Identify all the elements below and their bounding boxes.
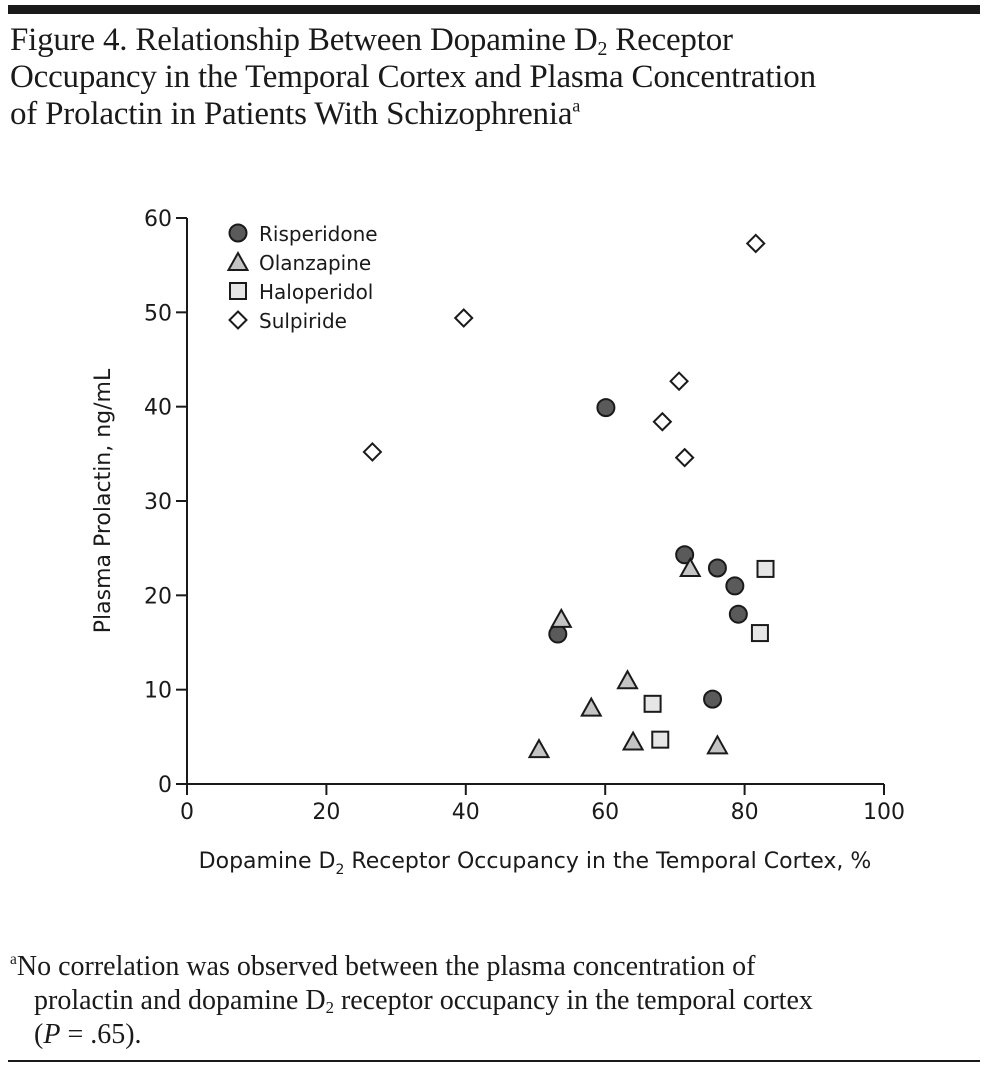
data-point-olanzapine bbox=[706, 734, 729, 755]
x-tick-label: 40 bbox=[452, 800, 480, 825]
x-tick-label: 80 bbox=[731, 800, 759, 825]
title-text: Figure 4. Relationship Between Dopamine … bbox=[10, 22, 598, 58]
bottom-rule bbox=[8, 1060, 980, 1062]
legend-label: Risperidone bbox=[259, 222, 378, 246]
data-point-sulpiride bbox=[652, 411, 673, 432]
data-point-risperidone bbox=[725, 576, 745, 596]
title-subscript: 2 bbox=[597, 37, 608, 60]
footnote-line-3: (P = .65). bbox=[10, 1018, 980, 1052]
x-tick-label: 20 bbox=[312, 800, 340, 825]
data-point-risperidone bbox=[703, 689, 723, 709]
footnote-line-2: prolactin and dopamine D2 receptor occup… bbox=[10, 984, 980, 1018]
data-point-olanzapine bbox=[616, 669, 639, 690]
y-tick-label: 20 bbox=[144, 584, 172, 609]
y-ticks: 0 10 20 30 40 50 60 bbox=[144, 207, 187, 798]
footnote-text: prolactin and dopamine D bbox=[34, 985, 326, 1016]
y-tick-label: 50 bbox=[144, 301, 172, 326]
data-point-haloperidol bbox=[651, 730, 670, 749]
data-point-olanzapine bbox=[550, 607, 573, 628]
footnote-subscript: 2 bbox=[325, 998, 334, 1018]
data-point-olanzapine bbox=[621, 730, 645, 751]
figure-title: Figure 4. Relationship Between Dopamine … bbox=[10, 22, 980, 133]
x-ticks: 0 20 40 60 80 100 bbox=[180, 784, 905, 825]
data-point-sulpiride bbox=[669, 371, 689, 392]
legend-label: Olanzapine bbox=[259, 251, 371, 275]
data-point-olanzapine bbox=[679, 556, 702, 577]
footnote-line-1: aNo correlation was observed between the… bbox=[10, 950, 980, 984]
data-point-risperidone bbox=[728, 604, 748, 624]
x-tick-label: 60 bbox=[591, 800, 619, 825]
y-axis-label: Plasma Prolactin, ng/mL bbox=[91, 368, 116, 633]
data-points bbox=[362, 233, 775, 759]
data-point-haloperidol bbox=[756, 559, 775, 578]
x-axis-label: Dopamine D2 Receptor Occupancy in the Te… bbox=[199, 849, 872, 878]
title-text: Receptor bbox=[607, 22, 733, 58]
legend-triangle-icon bbox=[226, 250, 250, 271]
title-line-2: Occupancy in the Temporal Cortex and Pla… bbox=[10, 59, 816, 95]
data-point-risperidone bbox=[548, 624, 568, 644]
data-point-sulpiride bbox=[362, 442, 383, 462]
legend-circle-icon bbox=[228, 223, 248, 243]
data-point-risperidone bbox=[707, 558, 727, 578]
footnote-text: No correlation was observed between the … bbox=[16, 951, 756, 982]
title-line-1: Figure 4. Relationship Between Dopamine … bbox=[10, 22, 733, 60]
title-footnote-marker: a bbox=[572, 95, 581, 116]
footnote-text: = .65). bbox=[60, 1019, 142, 1050]
data-point-risperidone bbox=[675, 545, 695, 565]
title-line-3: of Prolactin in Patients With Schizophre… bbox=[10, 96, 580, 132]
x-tick-label: 0 bbox=[180, 800, 194, 825]
y-tick-label: 10 bbox=[144, 679, 172, 704]
x-axis-label-text: Dopamine D bbox=[199, 849, 336, 874]
data-point-sulpiride bbox=[453, 308, 474, 328]
footnote-marker: a bbox=[10, 951, 17, 969]
data-point-haloperidol bbox=[750, 624, 769, 643]
top-rule bbox=[8, 5, 980, 14]
footnote-p-symbol: P bbox=[43, 1019, 61, 1050]
scatter-chart: 0 10 20 30 40 50 60 0 20 40 60 80 100 Plasma Prolac… bbox=[91, 207, 905, 878]
legend-diamond-icon bbox=[228, 310, 248, 330]
y-tick-label: 30 bbox=[144, 490, 172, 515]
x-tick-label: 100 bbox=[863, 800, 905, 825]
data-point-risperidone bbox=[596, 398, 616, 418]
data-point-sulpiride bbox=[674, 447, 695, 468]
y-tick-label: 60 bbox=[144, 207, 172, 232]
footnote-text: receptor occupancy in the temporal corte… bbox=[333, 985, 813, 1016]
legend: Risperidone Olanzapine Haloperidol Sulpirid… bbox=[226, 222, 378, 333]
legend-label: Sulpiride bbox=[259, 309, 347, 333]
y-tick-label: 0 bbox=[158, 773, 172, 798]
footnote: aNo correlation was observed between the… bbox=[10, 950, 980, 1052]
data-point-olanzapine bbox=[527, 738, 551, 759]
footnote-text: ( bbox=[34, 1019, 44, 1050]
data-point-olanzapine bbox=[580, 696, 603, 717]
data-point-sulpiride bbox=[745, 233, 766, 254]
data-point-haloperidol bbox=[643, 694, 662, 713]
x-axis-label-text: Receptor Occupancy in the Temporal Corte… bbox=[344, 849, 871, 874]
title-text: of Prolactin in Patients With Schizophre… bbox=[10, 96, 573, 132]
x-axis-label-subscript: 2 bbox=[335, 862, 344, 878]
legend-square-icon bbox=[229, 282, 247, 300]
legend-label: Haloperidol bbox=[259, 280, 373, 304]
y-tick-label: 40 bbox=[144, 396, 172, 421]
